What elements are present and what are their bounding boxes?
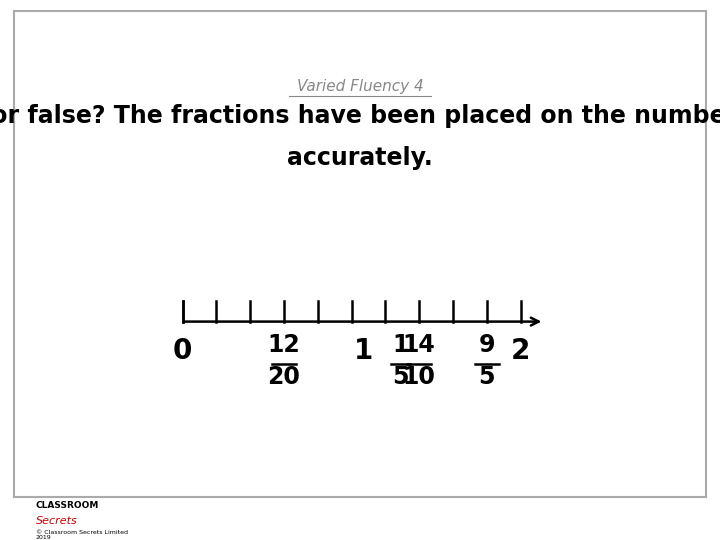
Text: 14: 14 [402,333,436,357]
Text: 10: 10 [402,366,436,389]
Text: True or false? The fractions have been placed on the number line: True or false? The fractions have been p… [0,104,720,128]
Text: Varied Fluency 4: Varied Fluency 4 [297,79,423,94]
Text: Secrets: Secrets [36,516,78,526]
Text: © Classroom Secrets Limited: © Classroom Secrets Limited [36,530,128,535]
Text: 1: 1 [354,338,373,366]
Text: 12: 12 [268,333,300,357]
Text: accurately.: accurately. [287,146,433,170]
Text: 2019: 2019 [36,535,52,540]
Text: 0: 0 [173,338,192,366]
Text: 20: 20 [268,366,300,389]
Text: 5: 5 [392,366,409,389]
Text: 9: 9 [479,333,495,357]
FancyBboxPatch shape [14,11,706,497]
Text: 1: 1 [392,333,409,357]
Text: 5: 5 [479,366,495,389]
Text: CLASSROOM: CLASSROOM [36,501,99,510]
Text: 2: 2 [511,338,530,366]
